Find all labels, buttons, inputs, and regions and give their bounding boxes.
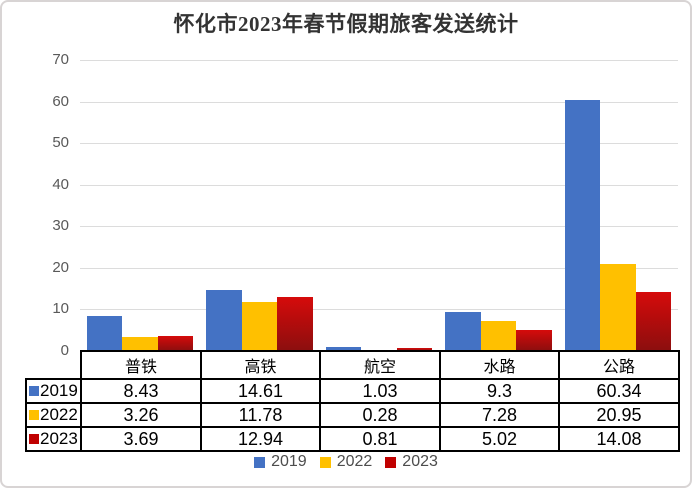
table-row-2019: 2019 8.43 14.61 1.03 9.3 60.34: [25, 378, 680, 404]
bar-2019-普铁: [86, 315, 123, 351]
bar-2023-航空: [396, 347, 433, 351]
legend-label: 2022: [336, 453, 373, 470]
series-swatch-icon: [29, 434, 39, 444]
series-name: 2023: [40, 429, 78, 448]
legend-swatch-icon: [254, 456, 266, 468]
value-cell-2023-航空: 0.81: [319, 426, 441, 452]
y-axis-tick-label: 40: [52, 176, 69, 193]
legend-item-2019: 2019: [254, 453, 307, 471]
series-swatch-icon: [29, 410, 39, 420]
value-cell-2022-航空: 0.28: [319, 402, 441, 428]
series-name: 2022: [40, 405, 78, 424]
table-header-row: 普铁 高铁 航空 水路 公路: [26, 350, 680, 380]
data-table: 普铁 高铁 航空 水路 公路 2019 8.43 14.61 1.03 9.3 60.34 2022 3…: [25, 350, 680, 452]
series-key-cell: 2023: [25, 426, 82, 452]
series-key-cell: 2022: [25, 402, 82, 428]
bar-2019-公路: [564, 100, 601, 351]
legend: 2019 2022 2023: [2, 453, 690, 471]
value-cell-2019-航空: 1.03: [319, 378, 441, 404]
series-key-cell: 2019: [25, 378, 82, 404]
value-cell-2019-普铁: 8.43: [80, 378, 202, 404]
legend-item-2023: 2023: [385, 453, 438, 471]
table-row-2022: 2022 3.26 11.78 0.28 7.28 20.95: [25, 402, 680, 428]
value-cell-2019-高铁: 14.61: [200, 378, 321, 404]
bar-2022-公路: [600, 263, 636, 351]
bar-2019-高铁: [206, 290, 242, 351]
gridline-y-30: [80, 226, 678, 227]
bar-2019-航空: [325, 346, 362, 351]
value-cell-2022-公路: 20.95: [558, 402, 680, 428]
legend-label: 2019: [271, 453, 307, 470]
gridline-y-60: [80, 102, 678, 103]
category-header-2: 高铁: [200, 350, 321, 380]
value-cell-2019-公路: 60.34: [558, 378, 680, 404]
value-cell-2023-普铁: 3.69: [80, 426, 202, 452]
gridline-y-20: [80, 268, 678, 269]
bar-2022-普铁: [122, 337, 158, 351]
y-axis-tick-label: 50: [52, 134, 69, 151]
value-cell-2022-普铁: 3.26: [80, 402, 202, 428]
legend-swatch-icon: [319, 456, 331, 468]
value-cell-2023-公路: 14.08: [558, 426, 680, 452]
value-cell-2019-水路: 9.3: [439, 378, 560, 404]
legend-label: 2023: [402, 453, 438, 470]
category-header-5: 公路: [558, 350, 680, 380]
bar-2019-水路: [445, 312, 481, 351]
y-axis-tick-label: 60: [52, 93, 69, 110]
y-axis-tick-label: 70: [52, 51, 69, 68]
gridline-y-70: [80, 60, 678, 61]
y-axis-tick-label: 10: [52, 300, 69, 317]
bar-2022-高铁: [241, 302, 278, 351]
table-row-2023: 2023 3.69 12.94 0.81 5.02 14.08: [25, 426, 680, 452]
y-axis-tick-label: 20: [52, 259, 69, 276]
series-name: 2019: [40, 381, 78, 400]
y-axis-tick-label: 0: [60, 342, 69, 359]
gridline-y-10: [80, 309, 678, 310]
chart-title: 怀化市2023年春节假期旅客发送统计: [173, 12, 519, 36]
bar-2023-高铁: [277, 297, 313, 351]
value-cell-2023-水路: 5.02: [439, 426, 560, 452]
bar-2023-公路: [635, 292, 672, 351]
category-header-1: 普铁: [80, 350, 202, 380]
bar-2023-水路: [516, 330, 552, 351]
value-cell-2022-高铁: 11.78: [200, 402, 321, 428]
category-header-4: 水路: [439, 350, 560, 380]
legend-item-2022: 2022: [319, 453, 373, 471]
gridline-y-50: [80, 143, 678, 144]
value-cell-2023-高铁: 12.94: [200, 426, 321, 452]
legend-swatch-icon: [385, 456, 397, 468]
gridline-y-40: [80, 185, 678, 186]
value-cell-2022-水路: 7.28: [439, 402, 560, 428]
bar-2022-水路: [480, 320, 517, 351]
y-axis-tick-label: 30: [52, 217, 69, 234]
category-header-3: 航空: [319, 350, 441, 380]
bar-2023-普铁: [157, 335, 194, 351]
series-swatch-icon: [29, 386, 39, 396]
